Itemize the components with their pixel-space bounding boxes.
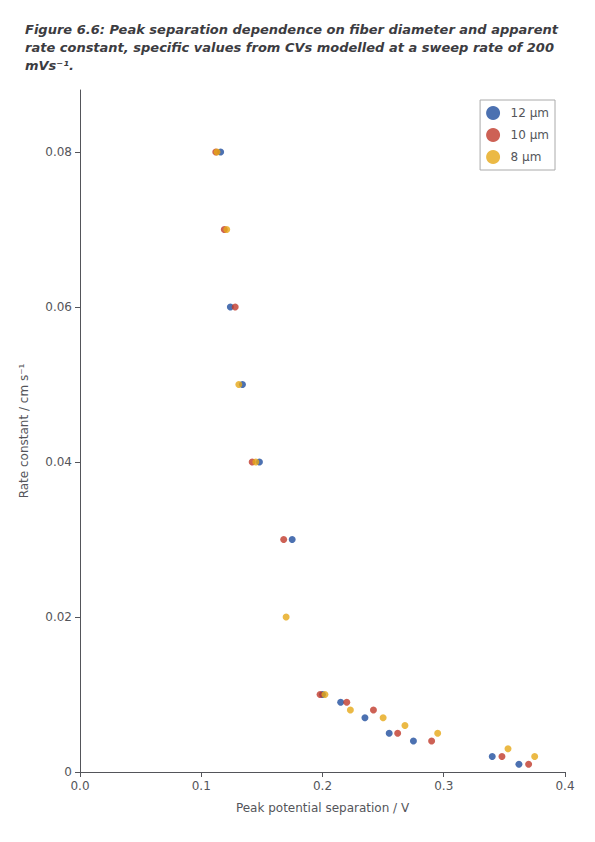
svg-text:0.0: 0.0 [70, 779, 89, 793]
svg-text:0.2: 0.2 [313, 779, 332, 793]
svg-text:10 μm: 10 μm [511, 128, 549, 142]
svg-text:0.06: 0.06 [45, 300, 72, 314]
svg-text:8 μm: 8 μm [511, 150, 542, 164]
svg-text:0.1: 0.1 [192, 779, 211, 793]
svg-text:0: 0 [64, 765, 72, 779]
svg-text:Figure 6.6: Peak separation de: Figure 6.6: Peak separation dependence o… [25, 22, 563, 37]
svg-text:0.02: 0.02 [45, 610, 72, 624]
svg-text:rate constant, specific values: rate constant, specific values from CVs … [25, 40, 558, 55]
svg-text:Peak potential separation / V: Peak potential separation / V [236, 801, 410, 815]
svg-text:mVs⁻¹.: mVs⁻¹. [25, 58, 74, 73]
svg-text:Rate constant / cm s⁻¹: Rate constant / cm s⁻¹ [17, 363, 31, 498]
svg-text:0.4: 0.4 [555, 779, 574, 793]
svg-text:0.04: 0.04 [45, 455, 72, 469]
svg-text:0.08: 0.08 [45, 145, 72, 159]
svg-text:12 μm: 12 μm [511, 106, 549, 120]
svg-text:0.3: 0.3 [434, 779, 453, 793]
